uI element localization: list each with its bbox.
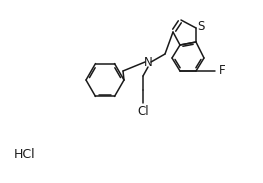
Text: HCl: HCl (14, 148, 36, 162)
Text: Cl: Cl (137, 105, 149, 118)
Text: F: F (219, 64, 226, 77)
Text: N: N (144, 57, 152, 70)
Text: S: S (197, 20, 204, 33)
